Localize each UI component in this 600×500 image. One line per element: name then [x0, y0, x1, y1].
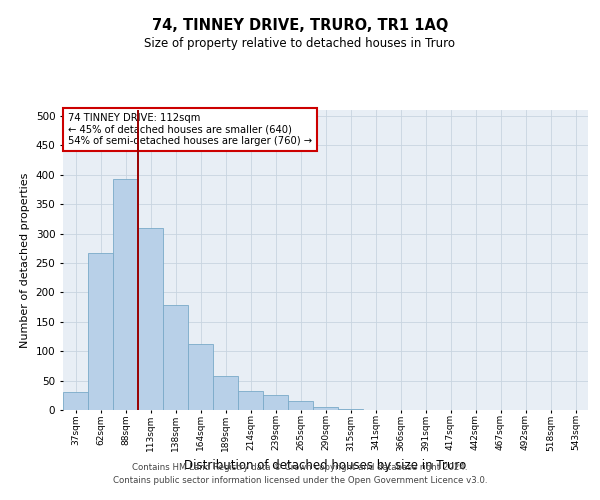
Y-axis label: Number of detached properties: Number of detached properties: [20, 172, 30, 348]
Bar: [138, 228, 163, 410]
Bar: [213, 376, 238, 410]
Text: 74, TINNEY DRIVE, TRURO, TR1 1AQ: 74, TINNEY DRIVE, TRURO, TR1 1AQ: [152, 18, 448, 32]
Text: 74 TINNEY DRIVE: 112sqm
← 45% of detached houses are smaller (640)
54% of semi-d: 74 TINNEY DRIVE: 112sqm ← 45% of detache…: [68, 113, 313, 146]
Bar: [163, 306, 188, 410]
Bar: [63, 392, 88, 410]
Bar: [113, 180, 138, 410]
Bar: [338, 409, 363, 410]
Bar: [88, 253, 113, 410]
Bar: [188, 344, 213, 410]
Text: Contains public sector information licensed under the Open Government Licence v3: Contains public sector information licen…: [113, 476, 487, 485]
Bar: [313, 407, 338, 410]
Text: Size of property relative to detached houses in Truro: Size of property relative to detached ho…: [145, 38, 455, 51]
X-axis label: Distribution of detached houses by size in Truro: Distribution of detached houses by size …: [184, 459, 467, 472]
Bar: [288, 401, 313, 410]
Text: Contains HM Land Registry data © Crown copyright and database right 2024.: Contains HM Land Registry data © Crown c…: [132, 464, 468, 472]
Bar: [263, 396, 288, 410]
Bar: [238, 390, 263, 410]
